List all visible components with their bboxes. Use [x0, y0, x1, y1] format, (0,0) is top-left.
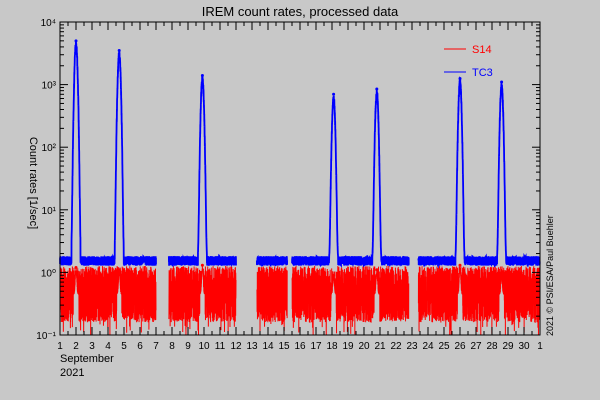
spike-point-tc3 — [74, 39, 78, 43]
x-tick-label: 23 — [406, 341, 418, 352]
x-tick-label: 20 — [358, 341, 370, 352]
x-tick-label: 16 — [294, 341, 306, 352]
x-tick-label: 21 — [374, 341, 386, 352]
spike-point-s14 — [200, 263, 204, 267]
x-tick-label: 2 — [73, 341, 79, 352]
spike-point-tc3 — [117, 49, 121, 53]
spike-point-s14 — [458, 263, 462, 267]
chart-title: IREM count rates, processed data — [202, 4, 399, 19]
x-tick-label: 14 — [262, 341, 274, 352]
spike-point-s14 — [74, 265, 78, 269]
spike-point-s14 — [117, 268, 121, 272]
spike-point-tc3 — [500, 80, 504, 84]
x-tick-label: 10 — [198, 341, 210, 352]
y-tick-label: 10⁴ — [41, 18, 56, 29]
legend-label-tc3: TC3 — [472, 67, 493, 79]
spike-point-tc3 — [200, 73, 204, 77]
x-tick-label: 8 — [169, 341, 175, 352]
x-tick-label: 29 — [502, 341, 514, 352]
spike-point-tc3 — [375, 87, 379, 91]
x-tick-label: 13 — [246, 341, 258, 352]
series-tc3 — [59, 39, 541, 269]
x-tick-label: 6 — [137, 341, 143, 352]
y-tick-label: 10² — [42, 143, 57, 154]
x-tick-label: 27 — [470, 341, 482, 352]
spike-point-s14 — [500, 273, 504, 277]
spike-point-s14 — [332, 273, 336, 277]
x-tick-label: 7 — [153, 341, 159, 352]
x-tick-label: 12 — [230, 341, 242, 352]
x-tick-label: 25 — [438, 341, 450, 352]
plot-area — [59, 39, 541, 336]
x-tick-label: 1 — [57, 341, 63, 352]
x-tick-label: 9 — [185, 341, 191, 352]
x-tick-label: 4 — [105, 341, 111, 352]
x-tick-label: 24 — [422, 341, 434, 352]
y-tick-label: 10¹ — [42, 206, 57, 217]
spike-point-tc3 — [332, 92, 336, 96]
x-axis-year-label: 2021 — [60, 367, 84, 379]
y-axis-label: Count rates [1/sec] — [27, 137, 39, 229]
x-tick-label: 15 — [278, 341, 290, 352]
x-tick-label: 26 — [454, 341, 466, 352]
spike-point-tc3 — [458, 77, 462, 81]
x-tick-label: 30 — [518, 341, 530, 352]
x-tick-label: 19 — [342, 341, 354, 352]
x-tick-label: 5 — [121, 341, 127, 352]
y-tick-label: 10⁰ — [41, 268, 56, 279]
x-tick-label: 22 — [390, 341, 402, 352]
x-tick-label: 17 — [310, 341, 322, 352]
legend-label-s14: S14 — [472, 44, 492, 56]
x-tick-label: 1 — [537, 341, 543, 352]
x-tick-label: 3 — [89, 341, 95, 352]
x-tick-label: 28 — [486, 341, 498, 352]
y-tick-label: 10³ — [42, 81, 57, 92]
spike-point-s14 — [375, 268, 379, 272]
x-axis-month-label: September — [60, 353, 114, 365]
x-tick-label: 18 — [326, 341, 338, 352]
x-tick-label: 11 — [215, 341, 226, 352]
series-line-tc3 — [59, 41, 541, 269]
y-tick-label: 10⁻¹ — [36, 331, 56, 342]
credit-text: 2021 © PSI/ESA/Paul Buehler — [545, 215, 555, 336]
